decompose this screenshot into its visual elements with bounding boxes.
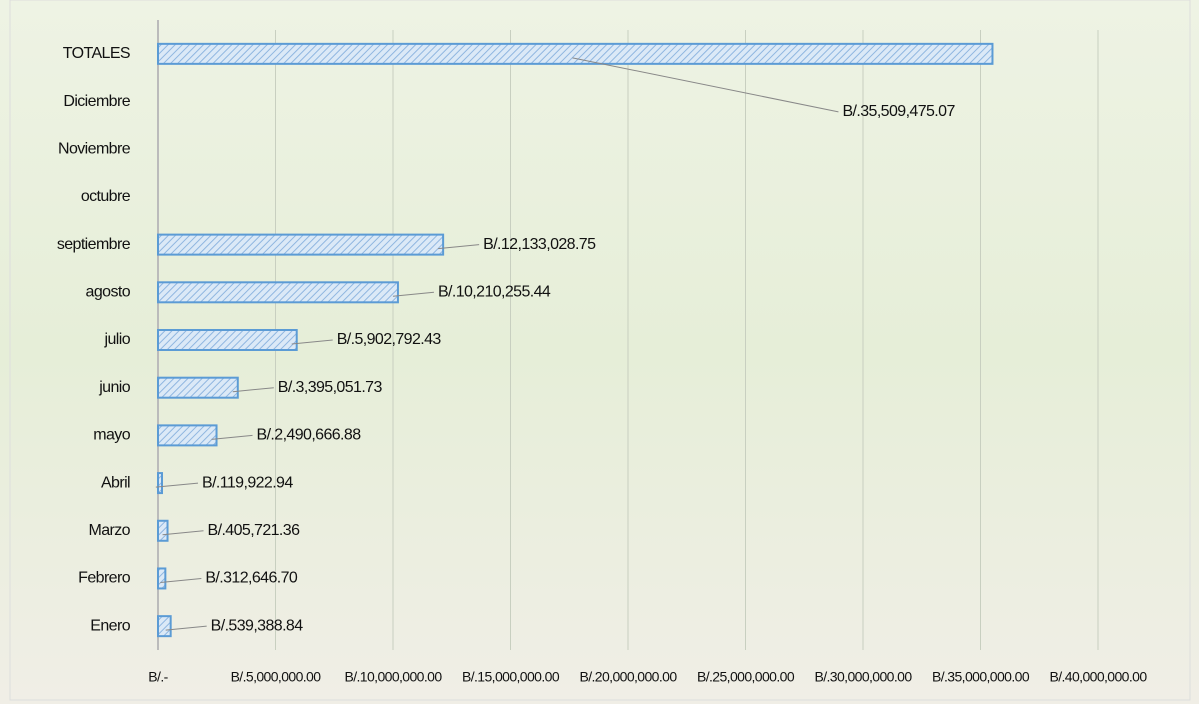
value-label: B/.312,646.70 <box>205 570 298 587</box>
y-tick-label: Noviembre <box>58 140 131 157</box>
x-tick-label: B/.30,000,000.00 <box>814 669 912 685</box>
leader-line <box>160 577 202 583</box>
x-tick-label: B/.35,000,000.00 <box>932 669 1030 685</box>
leader-line <box>392 291 434 297</box>
leader-line <box>162 530 204 536</box>
x-tick-label: B/.- <box>148 669 168 685</box>
leader-line <box>165 625 207 631</box>
leader-line <box>232 387 274 393</box>
value-label: B/.119,922.94 <box>202 474 293 491</box>
bar <box>157 376 239 399</box>
bar <box>157 567 167 590</box>
y-tick-label: septiembre <box>57 236 131 253</box>
y-tick-label: agosto <box>86 284 131 301</box>
y-tick-label: Abril <box>101 474 130 491</box>
bar <box>157 615 172 638</box>
bar <box>157 233 445 256</box>
bar <box>157 519 169 542</box>
y-tick-label: TOTALES <box>63 45 130 62</box>
leader-line <box>438 244 480 250</box>
value-label: B/.35,509,475.07 <box>842 103 955 120</box>
leader-line <box>211 434 253 440</box>
x-tick-label: B/.15,000,000.00 <box>462 669 560 685</box>
value-label: B/.3,395,051.73 <box>278 379 383 396</box>
x-tick-label: B/.40,000,000.00 <box>1049 669 1147 685</box>
value-label: B/.405,721.36 <box>208 522 301 539</box>
y-tick-label: junio <box>98 379 131 396</box>
bar <box>157 281 399 304</box>
value-label: B/.539,388.84 <box>211 617 304 634</box>
y-tick-label: mayo <box>93 427 130 444</box>
bar <box>157 42 994 65</box>
value-label: B/.12,133,028.75 <box>483 236 596 253</box>
x-tick-label: B/.10,000,000.00 <box>344 669 442 685</box>
y-tick-label: octubre <box>81 188 131 205</box>
frame <box>9 0 1191 701</box>
bar <box>157 472 163 495</box>
value-label: B/.10,210,255.44 <box>438 284 551 301</box>
y-tick-label: Diciembre <box>63 93 130 110</box>
x-tick-label: B/.20,000,000.00 <box>579 669 677 685</box>
leader-line <box>155 482 199 488</box>
y-tick-label: Enero <box>90 617 130 634</box>
leader-line <box>291 339 333 345</box>
x-tick-label: B/.25,000,000.00 <box>697 669 795 685</box>
value-label: B/.5,902,792.43 <box>337 331 442 348</box>
bar <box>157 329 298 351</box>
y-tick-label: Marzo <box>89 522 131 539</box>
y-tick-label: Febrero <box>78 570 131 587</box>
y-tick-label: julio <box>104 331 131 348</box>
x-tick-label: B/.5,000,000.00 <box>231 669 322 685</box>
bar <box>157 424 218 447</box>
value-label: B/.2,490,666.88 <box>257 427 362 444</box>
leader-line <box>572 57 839 113</box>
